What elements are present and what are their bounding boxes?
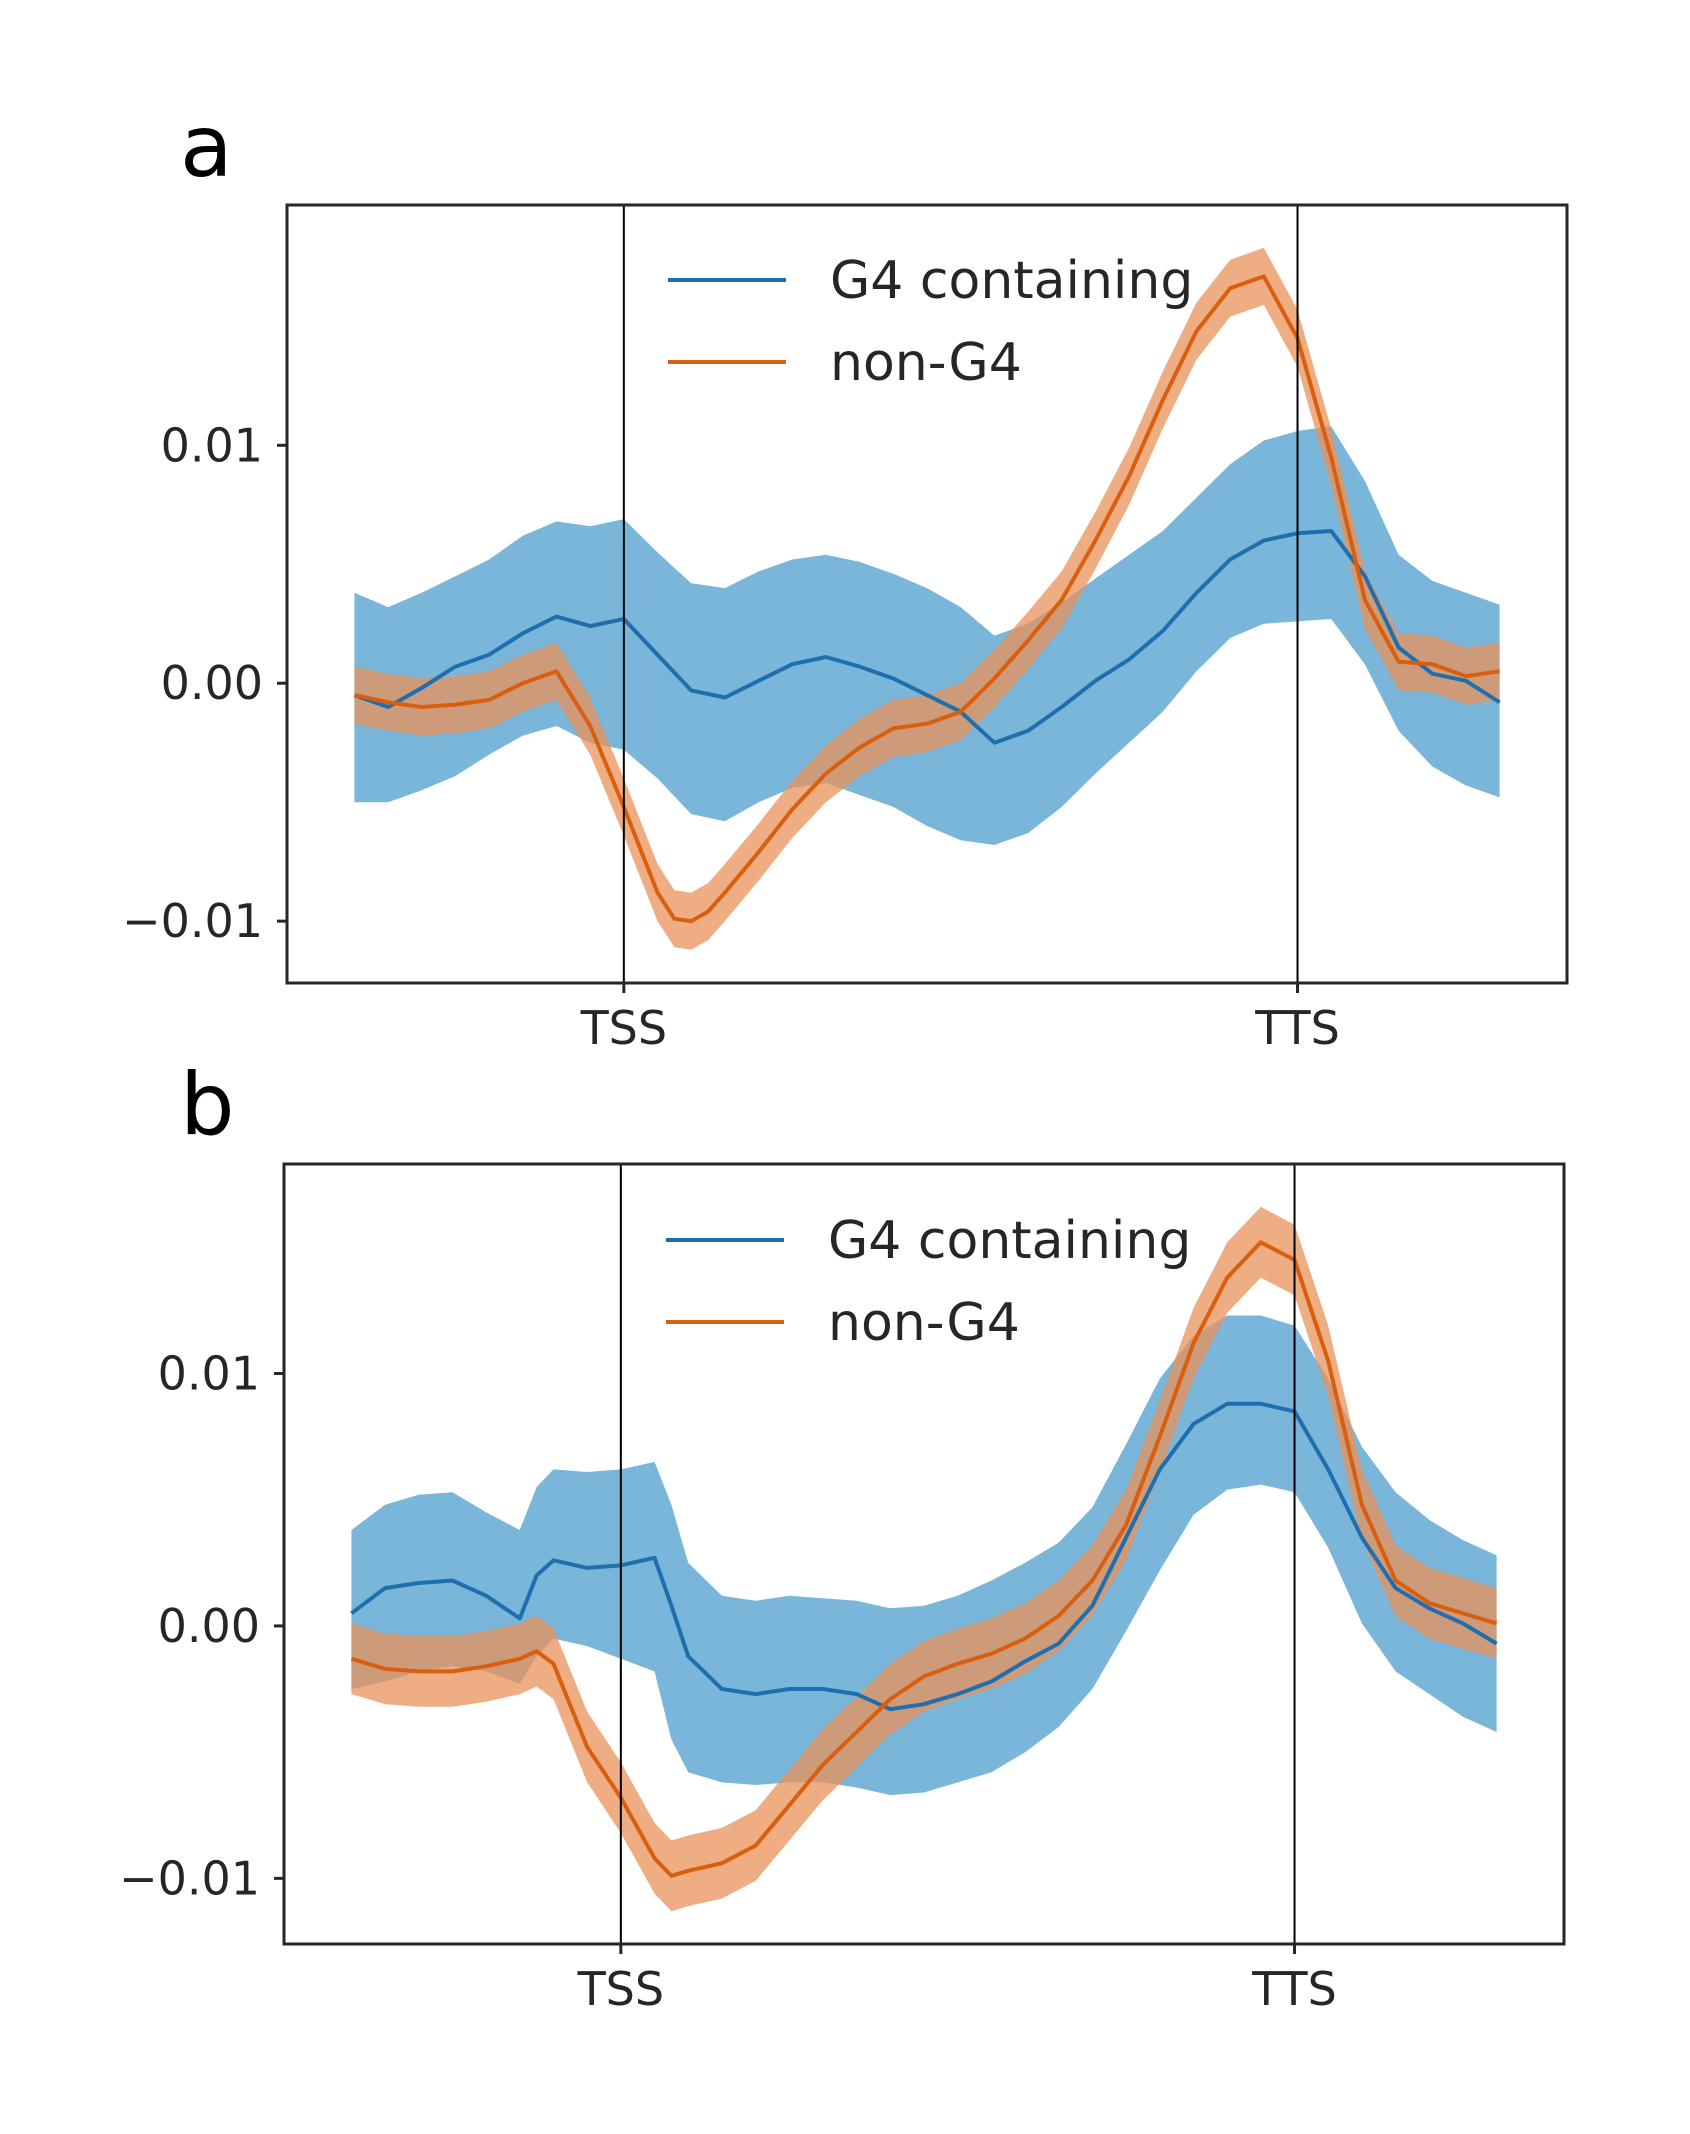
panel-a: a −0.01 0.00 0.01 TSS TTS G4 containing non-G4	[122, 97, 1569, 1055]
x-tick-label: TTS	[1251, 1962, 1337, 2016]
legend-label-non-g4: non-G4	[830, 333, 1022, 393]
y-tick-label: 0.00	[158, 1599, 260, 1653]
panel-letter: b	[180, 1055, 235, 1155]
y-tick-label: −0.01	[119, 1851, 260, 1905]
y-tick-label: 0.00	[161, 656, 263, 710]
y-tick-label: 0.01	[161, 418, 263, 472]
x-tick-label: TSS	[580, 1001, 668, 1055]
axes-frame	[282, 1162, 1566, 1946]
x-tick-label: TTS	[1254, 1001, 1340, 1055]
y-tick-label: 0.01	[158, 1347, 260, 1401]
x-tick-label: TSS	[577, 1962, 665, 2016]
series-line-g4	[353, 529, 1501, 745]
panel-b: b −0.01 0.00 0.01 TSS TTS G4 containing non-G4	[119, 1055, 1566, 2016]
legend-label-g4: G4 containing	[828, 1211, 1191, 1271]
confidence-band-g4	[351, 1315, 1497, 1796]
y-tick-label: −0.01	[122, 894, 263, 948]
axes-frame	[285, 203, 1569, 985]
panel-letter: a	[180, 97, 233, 197]
legend: G4 containing non-G4	[666, 1211, 1191, 1353]
legend-label-non-g4: non-G4	[828, 1293, 1020, 1353]
legend-label-g4: G4 containing	[830, 251, 1193, 311]
legend: G4 containing non-G4	[668, 251, 1193, 393]
confidence-band-g4	[354, 426, 1500, 845]
